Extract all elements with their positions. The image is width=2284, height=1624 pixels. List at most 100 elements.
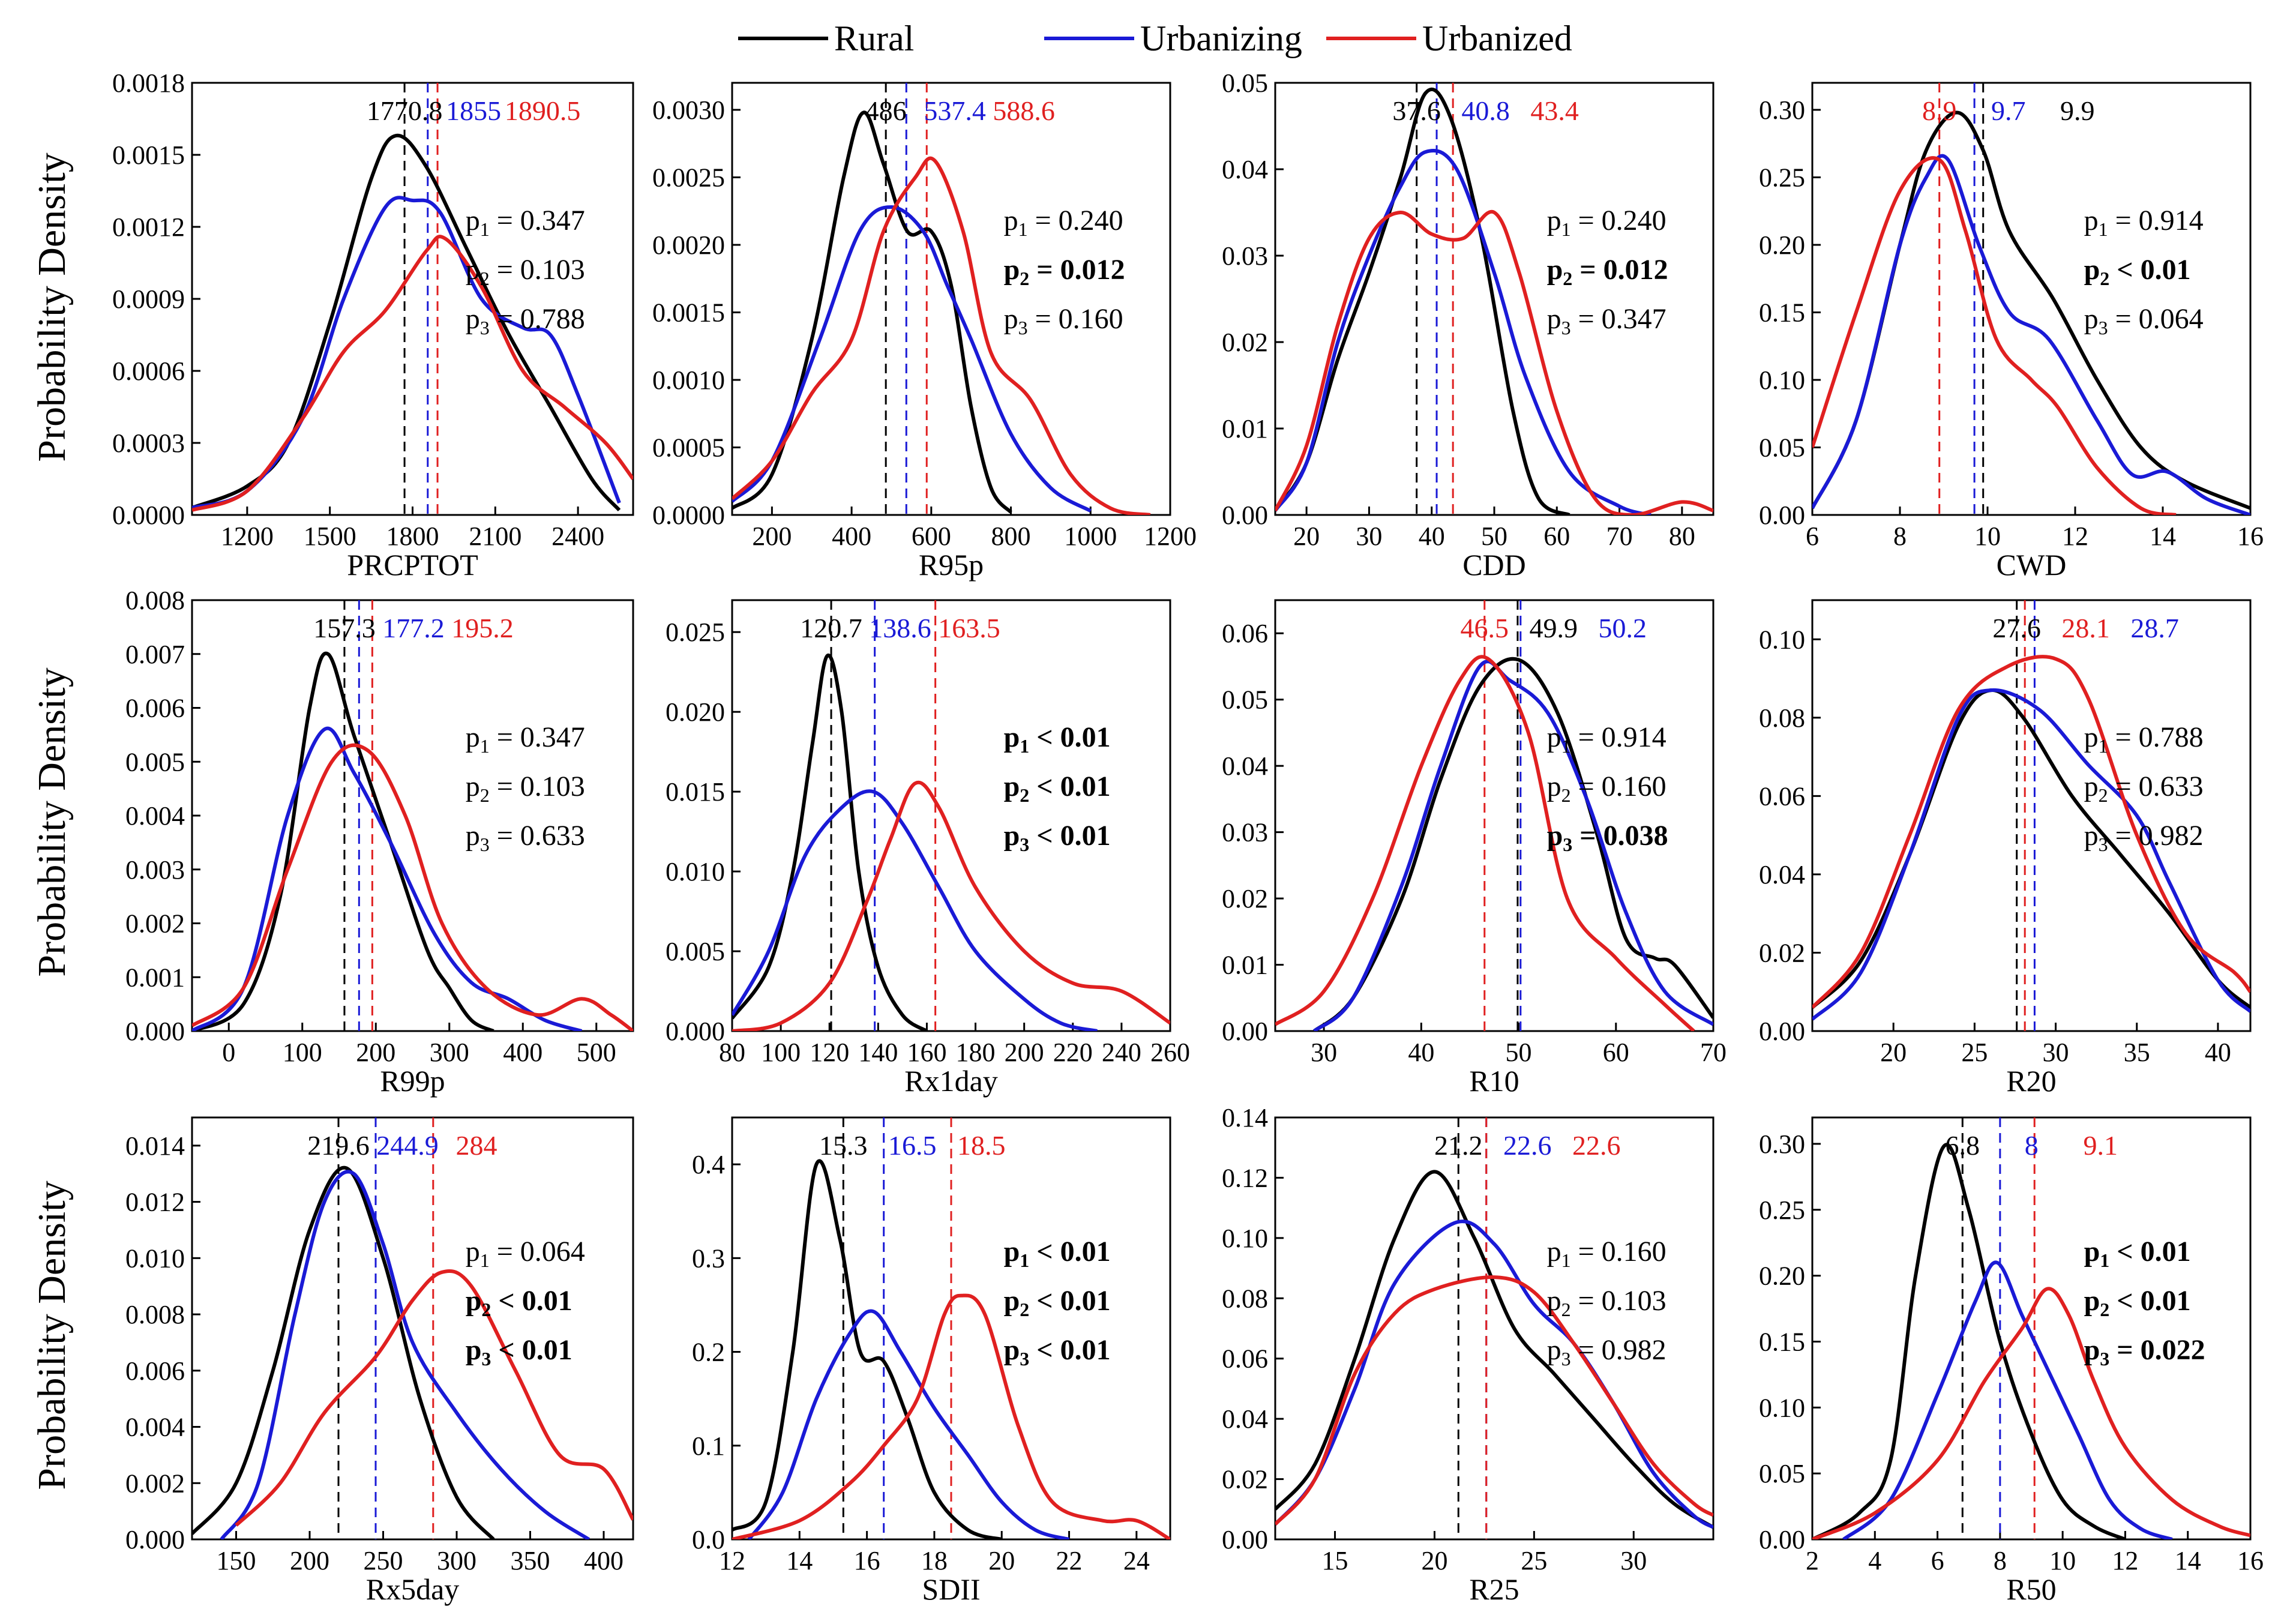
mean-label-urbanizing: 537.4 [924, 95, 986, 126]
p-value-text: < 0.01 [1036, 771, 1110, 802]
x-tick-label: 1000 [1064, 522, 1117, 551]
x-tick-label: 10 [1974, 522, 2001, 551]
x-tick-label: 4 [1868, 1546, 1881, 1575]
p-name: p [1004, 303, 1018, 335]
p-value-3: p3 = 0.633 [466, 820, 585, 855]
p-relation: = [2108, 771, 2139, 802]
y-tick-label: 0.0030 [652, 95, 725, 125]
x-tick-label: 0 [222, 1038, 235, 1067]
p-value-text: < 0.01 [1036, 721, 1110, 753]
y-tick-label: 0.0003 [112, 429, 185, 458]
p-name: p [1004, 1285, 1020, 1317]
x-tick-label: 12 [719, 1546, 745, 1575]
x-tick-label: 30 [2043, 1038, 2069, 1067]
y-tick-label: 0.005 [666, 937, 725, 966]
x-tick-label: 6 [1806, 522, 1819, 551]
y-tick-label: 0.08 [1222, 1284, 1268, 1313]
y-tick-label: 0.02 [1222, 884, 1268, 913]
x-tick-label: 14 [2175, 1546, 2201, 1575]
p-name: p [1547, 254, 1563, 286]
y-tick-label: 0.000 [125, 1525, 185, 1554]
x-axis-title: PRCPTOT [347, 548, 478, 582]
y-tick-label: 0.006 [125, 694, 185, 723]
p-value-2: p2 < 0.01 [2084, 1285, 2191, 1320]
y-tick-label: 0.00 [1759, 1017, 1805, 1046]
p-value-1: p1 = 0.347 [466, 721, 585, 757]
x-axis-title: R10 [1469, 1064, 1519, 1098]
x-tick-label: 200 [752, 522, 792, 551]
x-axis-title: R99p [380, 1064, 445, 1098]
p-relation [1029, 771, 1036, 802]
panel-cwd: 0.000.050.100.150.200.250.306 8 10 12 14 16CW… [1759, 82, 2264, 582]
x-tick-label: 1200 [221, 522, 274, 551]
mean-label-urbanizing: 16.5 [888, 1130, 937, 1161]
p-name: p [1004, 254, 1020, 286]
plot-frame [731, 599, 1171, 1032]
x-tick-label: 80 [1669, 522, 1695, 551]
legend: Rural Urbanizing Urbanized [738, 19, 1572, 58]
density-curve-rural [1275, 1170, 1713, 1529]
y-tick-label: 0.00 [1222, 1017, 1268, 1046]
p-value-2: p2 = 0.103 [466, 771, 585, 806]
x-tick-label: 50 [1481, 522, 1507, 551]
mean-label-rural: 219.6 [307, 1130, 370, 1161]
p-relation: = [2108, 303, 2139, 335]
x-tick-label: 200 [356, 1038, 395, 1067]
panel-r99p: 0.000 0.001 0.002 0.003 0.004 0.005 0.006 0.007… [125, 586, 634, 1098]
p-name: p [1004, 721, 1020, 753]
x-tick-label: 300 [430, 1038, 469, 1067]
p-relation: = [490, 205, 520, 236]
y-tick-label: 0.4 [692, 1150, 725, 1179]
mean-label-urbanizing: 1855 [446, 95, 501, 126]
p-name: p [1547, 721, 1561, 753]
p-relation [491, 1334, 498, 1366]
p-relation [2109, 1236, 2117, 1268]
p-name: p [1004, 205, 1018, 236]
y-tick-label: 0.0015 [652, 298, 725, 328]
panel-rx5day: 0.000 0.002 0.004 0.006 0.008 0.010 0.012 0.014… [125, 1116, 634, 1606]
y-tick-label: 0.01 [1222, 951, 1268, 980]
density-curve-urbanizing [1312, 660, 1713, 1031]
p-value-text: 0.022 [2141, 1334, 2205, 1366]
p-value-text: < 0.01 [2117, 254, 2190, 286]
density-curve-urbanized [192, 235, 633, 512]
p-relation: = [1028, 205, 1059, 236]
mean-label-rural: 157.3 [313, 613, 376, 643]
plot-frame [191, 1116, 634, 1541]
p-value-text: < 0.01 [2117, 1285, 2190, 1317]
p-value-text: 0.982 [2139, 820, 2204, 852]
p-value-2: p2 < 0.01 [1004, 1285, 1111, 1320]
panel-r50: 0.000.050.100.150.200.250.302 4 6 8 10 12 14 16… [1759, 1116, 2264, 1606]
p-value-1: p1 = 0.347 [466, 205, 585, 240]
p-relation: = [1029, 254, 1060, 286]
x-axis-title: R25 [1469, 1572, 1519, 1606]
mean-label-rural: 120.7 [800, 613, 862, 643]
p-subscript: 2 [2099, 784, 2108, 806]
density-curve-urbanizing [1842, 1260, 2173, 1539]
mean-label-urbanized: 284 [456, 1130, 497, 1161]
y-tick-label: 0.06 [1759, 781, 1805, 811]
x-tick-label: 2 [1806, 1546, 1819, 1575]
p-name: p [2084, 303, 2099, 335]
x-tick-label: 800 [991, 522, 1031, 551]
y-tick-label: 0.0000 [652, 501, 725, 530]
p-name: p [2084, 205, 2099, 236]
p-relation: = [1571, 1285, 1602, 1317]
p-value-text: 0.914 [2139, 205, 2204, 236]
p-subscript: 2 [1561, 784, 1571, 806]
mean-label-urbanized: 18.5 [957, 1130, 1006, 1161]
y-tick-label: 0.006 [125, 1356, 185, 1386]
p-name: p [2084, 1236, 2100, 1268]
p-subscript: 2 [480, 784, 490, 806]
x-tick-label: 200 [290, 1546, 329, 1575]
x-axis-title: CDD [1462, 548, 1526, 582]
p-relation [1029, 1334, 1036, 1366]
x-tick-label: 400 [503, 1038, 542, 1067]
panel-r95p: 0.0000 0.0005 0.0010 0.0015 0.0020 0.0025 0.00… [652, 82, 1197, 582]
y-tick-label: 0.007 [125, 640, 185, 669]
y-tick-label: 0.010 [125, 1244, 185, 1273]
plot-frame [1811, 599, 2252, 1032]
x-tick-label: 14 [786, 1546, 813, 1575]
p-name: p [2084, 820, 2099, 852]
